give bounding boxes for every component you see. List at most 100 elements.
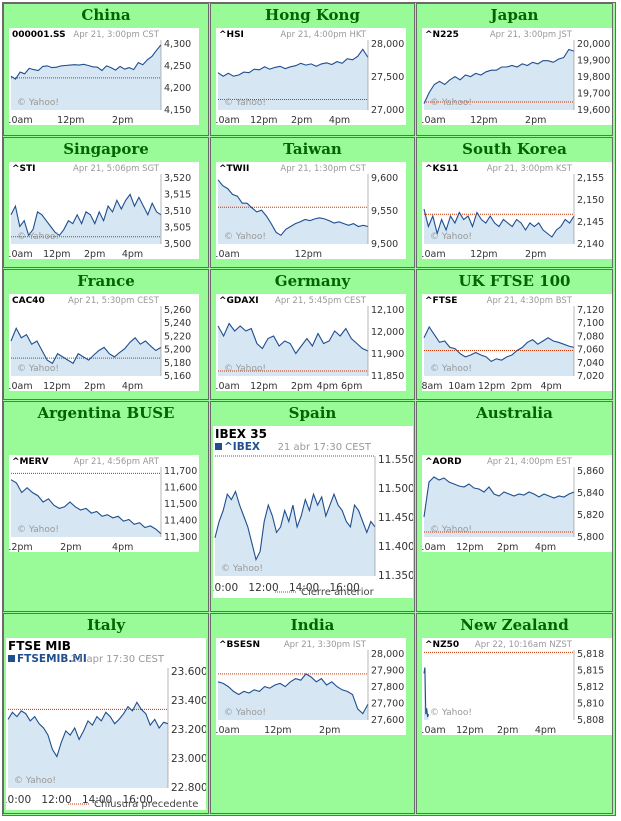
price-chart: 5,860 5,840 5,820 5,800 10am 12pm 2pm 4pm © Yaho…	[422, 457, 604, 552]
area-fill	[11, 194, 161, 244]
y-tick-label: 5,820	[577, 510, 604, 521]
y-tick-label: 2,150	[577, 195, 604, 206]
symbol-label: ^KS11	[425, 164, 459, 174]
symbol-label: ^NZ50	[425, 640, 459, 650]
x-tick-label: 12pm	[295, 249, 322, 259]
y-tick-label: 20,000	[577, 39, 610, 50]
datetime-label: Apr 21, 5:30pm CEST	[68, 296, 160, 306]
y-tick-label: 5,818	[577, 649, 604, 660]
y-tick-label: 5,815	[577, 666, 604, 677]
datetime-label: Apr 21, 1:30pm CST	[280, 164, 366, 174]
price-chart: 11,700 11,600 11,500 11,400 11,300 12pm 2pm 4pm…	[9, 457, 197, 552]
price-chart: 5,260 5,240 5,220 5,200 5,180 5,160 10am 12pm 2p…	[9, 296, 191, 391]
yahoo-watermark: © Yahoo!	[224, 98, 266, 108]
datetime-label: Apr 21, 3:30pm IST	[284, 640, 367, 650]
x-tick-label: 2pm	[525, 115, 546, 125]
chart-image[interactable]: 5,260 5,240 5,220 5,200 5,180 5,160 10am 12pm 2p…	[9, 294, 199, 391]
chart-image[interactable]: 23.600 23.400 23.200 23.000 22.800 10:00 12:00…	[6, 638, 206, 810]
y-tick-label: 27,600	[371, 715, 404, 726]
yahoo-watermark: © Yahoo!	[430, 364, 472, 374]
price-chart: 2,155 2,150 2,145 2,140 10am 12pm 2pm © Yahoo! ^…	[422, 164, 604, 259]
y-tick-label: 19,800	[577, 72, 610, 83]
chart-image[interactable]: 28,000 27,900 27,800 27,700 27,600 10am 12pm 2p…	[216, 638, 406, 735]
y-tick-label: 4,200	[164, 83, 191, 94]
y-tick-label: 5,840	[577, 488, 604, 499]
x-tick-label: 10:00	[213, 582, 238, 594]
price-chart: 28,000 27,900 27,800 27,700 27,600 10am 12pm 2p…	[216, 640, 404, 735]
x-tick-label: 12pm	[43, 249, 70, 259]
chart-image[interactable]: 9,600 9,550 9,500 10am 12pm © Yahoo! ^TWII Apr …	[216, 162, 406, 259]
yahoo-watermark: © Yahoo!	[430, 525, 472, 535]
chart-image[interactable]: 28,000 27,500 27,000 10am 12pm 2pm 4pm © Yahoo!…	[216, 28, 406, 125]
x-tick-label: 12pm	[9, 542, 33, 552]
price-chart: 20,000 19,900 19,800 19,700 19,600 10am 12pm 2p…	[422, 30, 610, 125]
area-fill	[424, 327, 574, 376]
y-tick-label: 7,100	[577, 318, 604, 329]
y-tick-label: 5,180	[164, 358, 191, 369]
y-tick-label: 4,300	[164, 39, 191, 50]
area-fill	[11, 328, 161, 376]
price-line	[214, 490, 376, 562]
symbol-label: ^IBEX	[224, 441, 260, 453]
chart-image[interactable]: 2,155 2,150 2,145 2,140 10am 12pm 2pm © Yahoo! ^…	[422, 162, 612, 259]
yahoo-watermark: © Yahoo!	[224, 708, 266, 718]
market-cell-italy: Italy 23.600 23.400 23.200 23.000 22.800 10:00…	[3, 613, 209, 814]
chart-image[interactable]: 20,000 19,900 19,800 19,700 19,600 10am 12pm 2p…	[422, 28, 612, 125]
x-tick-label: 4pm	[122, 249, 143, 259]
yahoo-watermark: © Yahoo!	[430, 708, 472, 718]
y-tick-label: 9,550	[371, 206, 398, 217]
chart-image[interactable]: 5,818 5,815 5,812 5,810 5,808 10am 12pm 2pm 4pm ©…	[422, 638, 612, 735]
x-tick-label: 2pm	[112, 115, 133, 125]
market-title: Australia	[476, 404, 553, 422]
yahoo-watermark: © Yahoo!	[221, 564, 263, 574]
chart-image[interactable]: 11,700 11,600 11,500 11,400 11,300 12pm 2pm 4pm…	[9, 455, 199, 552]
y-tick-label: 5,160	[164, 371, 191, 382]
symbol-label: ^TWII	[219, 164, 249, 174]
y-tick-label: 5,200	[164, 345, 191, 356]
price-line	[423, 325, 575, 363]
y-tick-label: 5,860	[577, 466, 604, 477]
y-tick-label: 3,500	[164, 239, 191, 250]
x-tick-label: 10am	[422, 542, 446, 552]
y-tick-label: 12,100	[371, 305, 404, 316]
market-cell-taiwan: Taiwan 9,600 9,550 9,500 10am 12pm © Yahoo! ^TW…	[210, 137, 415, 268]
market-cell-japan: Japan 20,000 19,900 19,800 19,700 19,600 10am 1…	[416, 3, 613, 136]
x-tick-label: 2pm	[84, 249, 105, 259]
price-line	[423, 208, 575, 238]
datetime-label: Apr 21, 3:00pm KST	[487, 164, 573, 174]
price-line	[217, 48, 369, 77]
chart-image[interactable]: 3,520 3,515 3,510 3,505 3,500 10am 12pm 2pm 4pm ©…	[9, 162, 199, 259]
chart-image[interactable]: 5,860 5,840 5,820 5,800 10am 12pm 2pm 4pm © Yaho…	[422, 455, 612, 552]
x-tick-label: 2pm	[497, 542, 518, 552]
chart-image[interactable]: 4,300 4,250 4,200 4,150 10am 12pm 2pm © Yahoo! 0…	[9, 28, 199, 125]
chart-image[interactable]: 12,100 12,000 11,900 11,850 10am 12pm 2pm 4pm 6…	[216, 294, 406, 391]
y-tick-label: 5,812	[577, 682, 604, 693]
x-tick-label: 12pm	[456, 542, 483, 552]
market-cell-south-korea: South Korea 2,1552,1502,1452,14010am12pm2…	[416, 137, 613, 268]
market-cell-argentina-buse: Argentina BUSE 11,700 11,600 11,500 11,400 11…	[3, 401, 209, 612]
x-tick-label: 12:00	[41, 794, 71, 806]
symbol-label: 000001.SS	[12, 30, 66, 40]
x-tick-label: 2pm	[497, 725, 518, 735]
price-chart: 5,818 5,815 5,812 5,810 5,808 10am 12pm 2pm 4pm ©…	[422, 640, 604, 735]
market-title: South Korea	[462, 140, 567, 158]
y-tick-label: 23.600	[171, 666, 206, 678]
x-tick-label: 4pm	[535, 542, 556, 552]
yahoo-watermark: © Yahoo!	[17, 98, 59, 108]
x-tick-label: 10am	[9, 115, 33, 125]
y-tick-label: 5,220	[164, 331, 191, 342]
x-tick-label: 12:00	[248, 582, 278, 594]
area-fill	[218, 323, 368, 376]
market-cell-hong-kong: Hong Kong 28,000 27,500 27,000 10am 12pm 2pm 4p…	[210, 3, 415, 136]
y-tick-label: 11,600	[164, 483, 197, 494]
datetime-label: Apr 21, 3:00pm CST	[73, 30, 159, 40]
y-tick-label: 7,040	[577, 358, 604, 369]
chart-image[interactable]: 7,120 7,100 7,080 7,060 7,040 7,020 8am 10am 12p…	[422, 294, 612, 391]
chart-image[interactable]: 11.550 11.500 11.450 11.400 11.350 10:00 12:00…	[213, 426, 413, 598]
y-tick-label: 19,900	[577, 56, 610, 67]
yahoo-watermark: © Yahoo!	[430, 232, 472, 242]
y-tick-label: 2,140	[577, 239, 604, 250]
x-tick-label: 12pm	[456, 725, 483, 735]
x-tick-label: 10am	[9, 249, 33, 259]
y-tick-label: 3,505	[164, 223, 191, 234]
